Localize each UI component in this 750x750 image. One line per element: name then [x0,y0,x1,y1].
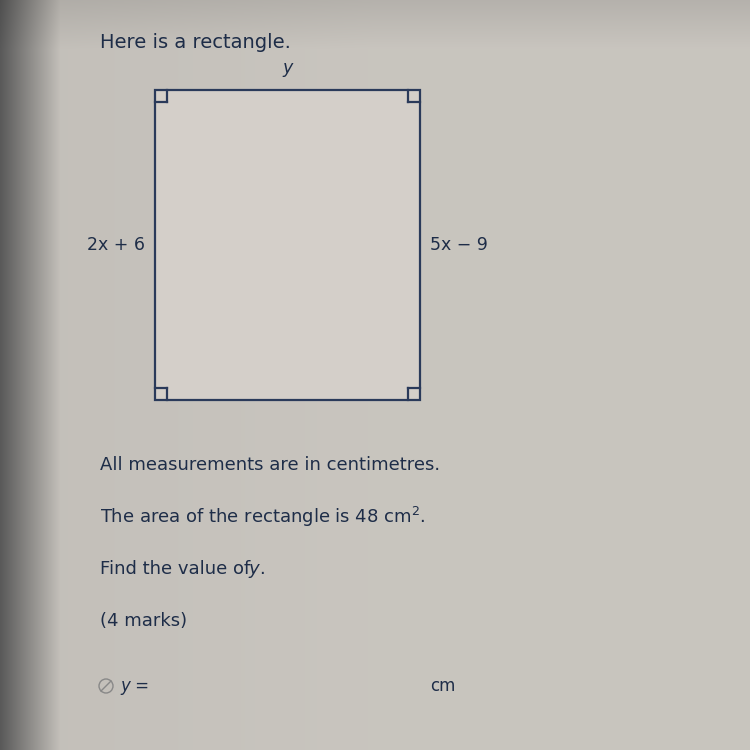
Text: .: . [259,560,265,578]
Text: y =: y = [120,677,149,695]
Text: The area of the rectangle is 48 cm$^{2}$.: The area of the rectangle is 48 cm$^{2}$… [100,505,425,529]
Text: Find the value of: Find the value of [100,560,256,578]
Text: cm: cm [430,677,455,695]
Text: 2x + 6: 2x + 6 [87,236,145,254]
Text: (4 marks): (4 marks) [100,612,188,630]
Text: All measurements are in centimetres.: All measurements are in centimetres. [100,456,440,474]
Text: Here is a rectangle.: Here is a rectangle. [100,32,291,52]
Text: y: y [248,560,259,578]
Text: 5x − 9: 5x − 9 [430,236,488,254]
Text: y: y [282,59,292,77]
Bar [155,90,420,400]
